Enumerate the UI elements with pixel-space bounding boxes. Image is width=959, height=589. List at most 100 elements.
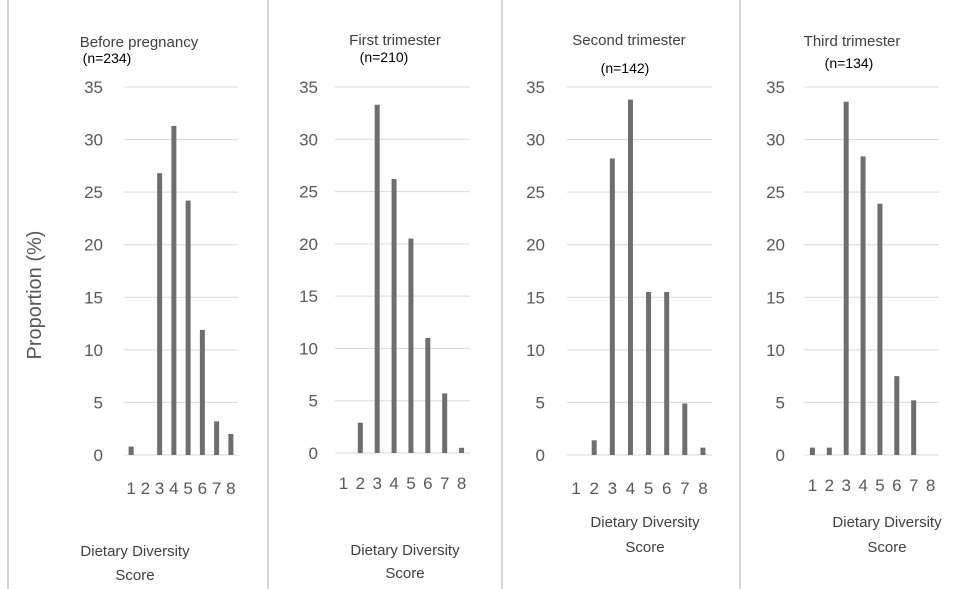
x-tick-label: 8 xyxy=(698,479,707,498)
y-tick-label: 10 xyxy=(299,339,318,358)
bar xyxy=(646,292,652,455)
x-tick-label: 2 xyxy=(825,476,834,495)
bar xyxy=(185,200,191,455)
bar xyxy=(391,179,397,453)
x-axis-label: Score xyxy=(625,539,664,556)
x-tick-label: 3 xyxy=(608,479,617,498)
x-tick-label: 4 xyxy=(389,474,398,493)
y-tick-label: 15 xyxy=(299,287,318,306)
sample-size-label: (n=142) xyxy=(601,60,650,76)
y-tick-label: 5 xyxy=(94,393,103,412)
y-tick-label: 10 xyxy=(766,341,785,360)
bar xyxy=(627,99,633,456)
y-tick-label: 30 xyxy=(84,131,103,150)
x-tick-label: 4 xyxy=(626,479,635,498)
x-tick-label: 6 xyxy=(892,476,901,495)
x-tick-label: 5 xyxy=(183,479,192,498)
panel-title: Third trimester xyxy=(804,33,901,50)
x-tick-label: 5 xyxy=(644,479,653,498)
x-tick-label: 3 xyxy=(841,476,850,495)
y-tick-label: 35 xyxy=(526,78,545,97)
bar xyxy=(809,447,815,455)
y-tick-label: 0 xyxy=(776,446,785,465)
x-tick-label: 7 xyxy=(909,476,918,495)
bar xyxy=(591,440,597,455)
y-tick-label: 30 xyxy=(299,130,318,149)
x-tick-label: 2 xyxy=(589,479,598,498)
x-tick-label: 7 xyxy=(212,479,221,498)
bar xyxy=(894,376,900,455)
x-axis-label: Dietary Diversity xyxy=(350,542,460,559)
bar xyxy=(877,203,883,455)
panel-title: First trimester xyxy=(349,32,441,49)
y-tick-label: 15 xyxy=(526,288,545,307)
y-tick-label: 25 xyxy=(766,183,785,202)
x-tick-label: 1 xyxy=(808,476,817,495)
y-tick-label: 10 xyxy=(526,341,545,360)
bar xyxy=(425,337,431,453)
y-tick-label: 20 xyxy=(299,235,318,254)
sample-size-label: (n=134) xyxy=(825,55,874,71)
x-axis-label: Dietary Diversity xyxy=(832,514,942,531)
y-tick-label: 30 xyxy=(766,131,785,150)
y-tick-label: 5 xyxy=(309,392,318,411)
x-tick-label: 5 xyxy=(406,474,415,493)
x-tick-label: 3 xyxy=(155,479,164,498)
y-tick-label: 25 xyxy=(526,183,545,202)
x-tick-label: 7 xyxy=(680,479,689,498)
y-tick-label: 20 xyxy=(84,236,103,255)
bar xyxy=(664,292,670,455)
y-tick-label: 5 xyxy=(776,393,785,412)
y-tick-label: 15 xyxy=(766,288,785,307)
y-tick-label: 35 xyxy=(84,78,103,97)
y-tick-label: 5 xyxy=(536,393,545,412)
y-tick-label: 15 xyxy=(84,288,103,307)
x-tick-label: 2 xyxy=(141,479,150,498)
sample-size-label: (n=210) xyxy=(360,49,409,65)
x-tick-label: 5 xyxy=(875,476,884,495)
x-tick-label: 1 xyxy=(126,479,135,498)
x-axis-label: Score xyxy=(115,567,154,584)
y-tick-label: 20 xyxy=(526,236,545,255)
bar xyxy=(459,447,465,453)
bar xyxy=(843,101,849,455)
bar xyxy=(408,238,414,453)
x-tick-label: 1 xyxy=(339,474,348,493)
x-tick-label: 4 xyxy=(858,476,867,495)
bar xyxy=(214,421,220,455)
bar xyxy=(171,125,177,455)
y-tick-label: 25 xyxy=(84,183,103,202)
bar xyxy=(228,433,234,455)
x-tick-label: 4 xyxy=(169,479,178,498)
y-tick-label: 0 xyxy=(536,446,545,465)
bar xyxy=(357,422,363,453)
x-tick-label: 3 xyxy=(372,474,381,493)
x-axis-label: Score xyxy=(385,565,424,582)
bar xyxy=(826,447,832,455)
bar xyxy=(860,156,866,455)
y-tick-label: 20 xyxy=(766,236,785,255)
x-tick-label: 7 xyxy=(440,474,449,493)
bar xyxy=(442,393,448,453)
y-tick-label: 10 xyxy=(84,341,103,360)
panel-title: Before pregnancy xyxy=(80,34,199,51)
x-axis-label: Dietary Diversity xyxy=(80,543,190,560)
x-tick-label: 1 xyxy=(571,479,580,498)
x-tick-label: 6 xyxy=(662,479,671,498)
y-tick-label: 25 xyxy=(299,183,318,202)
x-tick-label: 8 xyxy=(926,476,935,495)
bar xyxy=(911,400,917,455)
x-tick-label: 8 xyxy=(457,474,466,493)
x-tick-label: 8 xyxy=(226,479,235,498)
x-axis-label: Score xyxy=(867,539,906,556)
x-tick-label: 6 xyxy=(198,479,207,498)
x-tick-label: 2 xyxy=(356,474,365,493)
x-axis-label: Dietary Diversity xyxy=(590,514,700,531)
bar xyxy=(199,329,205,455)
y-tick-label: 0 xyxy=(94,446,103,465)
